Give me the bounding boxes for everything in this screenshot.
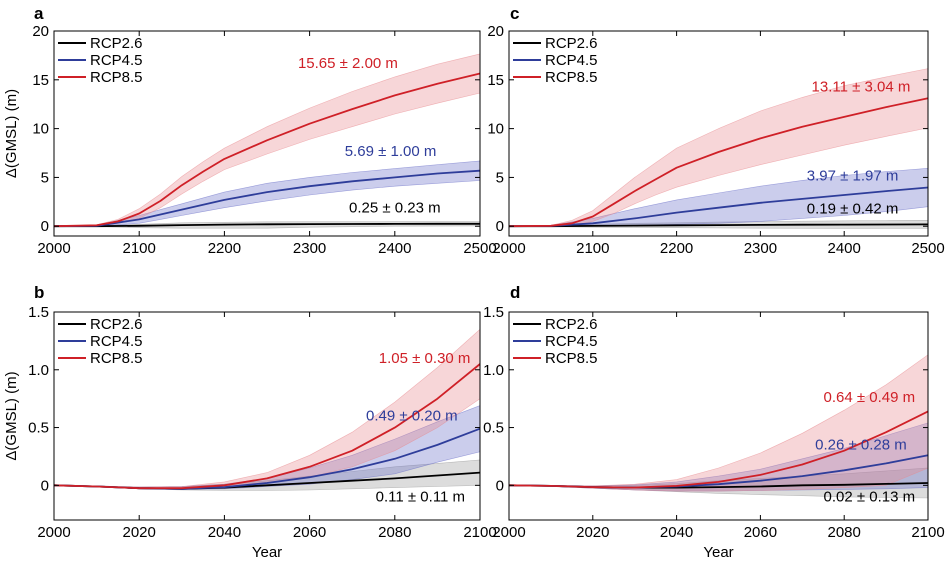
panel-d: d 2000 2020 2040 2060 2080 2100 0 0.5 1.0 1.5 Year R… (483, 283, 945, 561)
y-tick-label: 5 (496, 169, 504, 186)
annotation-rcp26: 0.02 ± 0.13 m (824, 489, 916, 506)
y-tick-label: 15 (487, 72, 504, 89)
series-line-rcp85 (508, 97, 929, 228)
x-tick-label: 2040 (660, 524, 693, 541)
panel-b: b 2000 2020 2040 2060 2080 2100 0 0.5 1.0 1.5 Δ(GMS… (3, 283, 497, 561)
y-tick-label: 10 (487, 121, 504, 138)
plot-frame (508, 30, 929, 237)
panel-letter: c (510, 4, 519, 23)
y-axis-label: Δ(GMSL) (m) (3, 89, 20, 178)
series-line-rcp26 (509, 223, 929, 228)
annotation-rcp26: 0.25 ± 0.23 m (349, 200, 441, 217)
annotation-rcp26: 0.19 ± 0.42 m (807, 201, 899, 218)
legend-label-rcp85: RCP8.5 (90, 350, 143, 367)
panel-letter: a (34, 4, 44, 23)
x-tick-label: 2000 (37, 524, 70, 541)
annotation-rcp45: 3.97 ± 1.97 m (807, 167, 899, 184)
annotation-rcp45: 5.69 ± 1.00 m (345, 143, 437, 160)
uncertainty-band-rcp85 (508, 354, 929, 492)
x-tick-label: 2040 (208, 524, 241, 541)
panel-letter: b (34, 283, 44, 302)
panel-letter: d (510, 283, 520, 302)
y-tick-label: 1.0 (483, 362, 504, 379)
x-tick-label: 2500 (911, 240, 944, 257)
y-tick-label: 0.5 (483, 420, 504, 437)
series-line-rcp85 (53, 72, 481, 228)
annotation-rcp85: 0.64 ± 0.49 m (824, 389, 916, 406)
series-line-rcp45 (53, 169, 481, 228)
x-tick-label: 2100 (123, 240, 156, 257)
series-line-rcp85 (53, 363, 481, 490)
x-axis-label: Year (703, 544, 733, 561)
x-tick-label: 2100 (576, 240, 609, 257)
legend-label-rcp26: RCP2.6 (545, 35, 598, 52)
legend-label-rcp85: RCP8.5 (90, 69, 143, 86)
x-tick-label: 2200 (660, 240, 693, 257)
y-axis-label: Δ(GMSL) (m) (3, 371, 20, 460)
plot-frame (53, 30, 481, 237)
y-tick-label: 0 (496, 218, 504, 235)
series-line-rcp85 (508, 410, 929, 489)
x-tick-label: 2100 (463, 524, 496, 541)
y-tick-label: 1.5 (483, 304, 504, 321)
y-tick-label: 20 (32, 23, 49, 40)
x-tick-label: 2200 (208, 240, 241, 257)
x-tick-label: 2400 (378, 240, 411, 257)
legend-label-rcp26: RCP2.6 (545, 316, 598, 333)
y-tick-label: 15 (32, 72, 49, 89)
legend-label-rcp85: RCP8.5 (545, 69, 598, 86)
x-tick-label: 2000 (37, 240, 70, 257)
x-tick-label: 2060 (293, 524, 326, 541)
x-tick-label: 2080 (828, 524, 861, 541)
x-axis-label: Year (252, 544, 282, 561)
y-tick-label: 5 (41, 169, 49, 186)
legend-label-rcp26: RCP2.6 (90, 35, 143, 52)
annotation-rcp45: 0.49 ± 0.20 m (366, 408, 458, 425)
annotation-rcp85: 13.11 ± 3.04 m (812, 79, 911, 96)
y-tick-label: 0 (496, 477, 504, 494)
panel-a: a 2000 2100 2200 2300 2400 2500 0 5 10 15 20 Δ(GMSL)… (3, 4, 497, 257)
x-tick-label: 2080 (378, 524, 411, 541)
x-tick-label: 2020 (576, 524, 609, 541)
annotation-rcp45: 0.26 ± 0.28 m (815, 437, 907, 454)
annotation-rcp85: 1.05 ± 0.30 m (379, 350, 471, 367)
plot-frame (53, 311, 481, 521)
annotation-rcp26: 0.11 ± 0.11 m (376, 489, 465, 506)
annotation-rcp85: 15.65 ± 2.00 m (298, 55, 398, 72)
y-tick-label: 0 (41, 218, 49, 235)
legend-label-rcp45: RCP4.5 (545, 333, 598, 350)
y-tick-label: 20 (487, 23, 504, 40)
x-tick-label: 2400 (828, 240, 861, 257)
y-tick-label: 1.5 (28, 304, 49, 321)
y-tick-label: 0 (41, 477, 49, 494)
series-line-rcp26 (54, 222, 480, 228)
x-tick-label: 2300 (293, 240, 326, 257)
legend-label-rcp26: RCP2.6 (90, 316, 143, 333)
plot-frame (508, 311, 929, 521)
y-tick-label: 1.0 (28, 362, 49, 379)
y-tick-label: 0.5 (28, 420, 49, 437)
legend-label-rcp45: RCP4.5 (90, 333, 143, 350)
x-tick-label: 2060 (744, 524, 777, 541)
x-tick-label: 2500 (463, 240, 496, 257)
series-line-rcp45 (508, 186, 929, 228)
x-tick-label: 2000 (492, 524, 525, 541)
x-tick-label: 2020 (123, 524, 156, 541)
y-tick-label: 10 (32, 121, 49, 138)
x-tick-label: 2000 (492, 240, 525, 257)
legend-label-rcp45: RCP4.5 (90, 52, 143, 69)
legend-label-rcp85: RCP8.5 (545, 350, 598, 367)
legend-label-rcp45: RCP4.5 (545, 52, 598, 69)
x-tick-label: 2300 (744, 240, 777, 257)
x-tick-label: 2100 (911, 524, 944, 541)
